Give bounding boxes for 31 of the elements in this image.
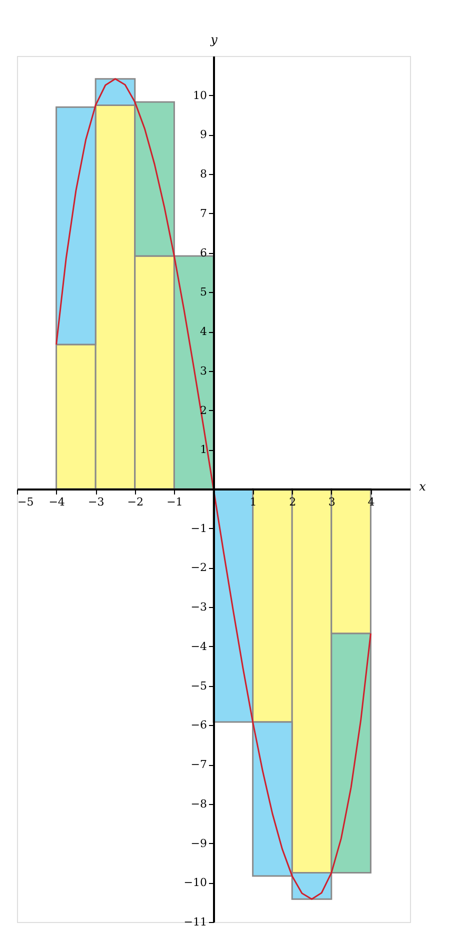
y-tick-label: −5 xyxy=(190,679,207,692)
y-tick-label: −11 xyxy=(184,916,207,928)
y-tick-label: 3 xyxy=(200,364,207,378)
y-tick-label: 8 xyxy=(200,168,207,181)
x-tick-label: 4 xyxy=(368,496,375,508)
y-tick-label: −6 xyxy=(190,718,207,732)
y-tick-label: 10 xyxy=(193,88,207,102)
x-axis-title: x xyxy=(419,480,426,494)
y-tick-label: 6 xyxy=(200,246,207,260)
y-tick-label: −2 xyxy=(190,561,207,574)
y-tick-label: −3 xyxy=(190,600,207,614)
y-tick-label: 4 xyxy=(200,325,207,338)
x-tick-label: −3 xyxy=(88,496,104,508)
y-tick-label: −9 xyxy=(190,836,207,850)
x-tick-label: −2 xyxy=(127,496,144,508)
x-tick-label: −1 xyxy=(166,496,183,508)
y-tick-label: −4 xyxy=(190,640,207,653)
y-axis-title: y xyxy=(210,32,218,46)
y-tick-label: 7 xyxy=(200,206,207,220)
x-tick-label: 1 xyxy=(250,496,257,508)
x-tick-label: 3 xyxy=(328,496,336,508)
y-tick-label: −8 xyxy=(190,797,207,810)
x-tick-label: −5 xyxy=(18,496,34,508)
x-tick-label: −4 xyxy=(48,496,65,508)
y-tick-label: −10 xyxy=(184,876,207,890)
x-tick-label: 2 xyxy=(289,496,296,508)
y-tick-label: −7 xyxy=(190,758,207,772)
y-tick-label: 5 xyxy=(200,286,207,299)
y-tick-label: −1 xyxy=(190,522,207,535)
y-tick-label: 9 xyxy=(200,128,207,142)
y-tick-label: 1 xyxy=(200,443,207,456)
